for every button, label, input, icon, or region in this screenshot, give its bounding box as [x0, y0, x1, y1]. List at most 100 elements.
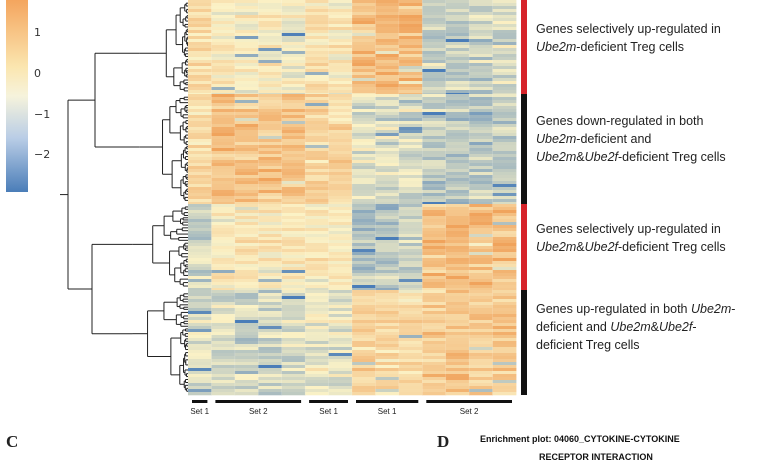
heatmap-cell	[188, 302, 212, 306]
heatmap-cell	[375, 15, 400, 19]
heatmap-cell	[375, 311, 400, 315]
heatmap-cell	[469, 0, 493, 4]
heatmap-cell	[188, 199, 212, 203]
heatmap-cell	[375, 210, 400, 214]
heatmap-cell	[281, 350, 306, 354]
heatmap-cell	[422, 42, 447, 46]
heatmap-cell	[211, 184, 236, 188]
heatmap-cell	[211, 190, 236, 194]
heatmap-cell	[492, 133, 517, 137]
heatmap-cell	[375, 190, 400, 194]
heatmap-cell	[398, 51, 423, 55]
heatmap-cell	[258, 84, 283, 88]
heatmap-cell	[188, 362, 212, 366]
heatmap-cell	[492, 172, 517, 176]
heatmap-cell	[234, 21, 259, 25]
heatmap-cell	[492, 228, 517, 232]
heatmap-cell	[375, 199, 400, 203]
heatmap-cell	[492, 12, 517, 16]
heatmap-cell	[328, 279, 353, 283]
heatmap-cell	[375, 100, 400, 104]
heatmap-cell	[281, 270, 306, 274]
heatmap-cell	[234, 72, 259, 76]
heatmap-cell	[352, 240, 376, 244]
heatmap-cell	[281, 42, 306, 46]
heatmap-cell	[234, 90, 259, 94]
heatmap-cell	[281, 172, 306, 176]
heatmap-cell	[422, 249, 447, 253]
heatmap-cell	[352, 75, 376, 79]
heatmap-cell	[352, 33, 376, 37]
heatmap-cell	[305, 84, 329, 88]
heatmap-cell	[188, 33, 212, 37]
heatmap-cell	[398, 371, 423, 375]
heatmap-cell	[352, 202, 376, 205]
heatmap-cell	[469, 225, 493, 229]
heatmap-cell	[281, 60, 306, 64]
heatmap-cell	[328, 338, 353, 342]
heatmap-cell	[305, 15, 329, 19]
heatmap-cell	[281, 341, 306, 345]
heatmap-cell	[445, 139, 470, 143]
heatmap-cell	[305, 151, 329, 155]
heatmap-cell	[492, 252, 517, 256]
heatmap-cell	[469, 279, 493, 283]
heatmap-cell	[188, 163, 212, 167]
heatmap-cell	[234, 338, 259, 342]
heatmap-cell	[281, 199, 306, 203]
heatmap-cell	[445, 90, 470, 94]
heatmap-cell	[492, 106, 517, 110]
heatmap-cell	[305, 246, 329, 250]
heatmap-cell	[469, 204, 493, 208]
heatmap-cell	[469, 124, 493, 128]
heatmap-cell	[445, 181, 470, 185]
heatmap-cell	[445, 204, 470, 208]
heatmap-cell	[258, 299, 283, 303]
heatmap-cell	[188, 225, 212, 229]
heatmap-cell	[469, 392, 493, 396]
heatmap-cell	[352, 249, 376, 253]
heatmap-cell	[305, 33, 329, 37]
heatmap-cell	[492, 296, 517, 300]
heatmap-cell	[258, 172, 283, 176]
heatmap-cell	[234, 187, 259, 191]
label-text: Genes selectively up-regulated in	[536, 222, 721, 236]
heatmap-cell	[445, 154, 470, 158]
heatmap-cell	[328, 290, 353, 294]
heatmap-cell	[328, 57, 353, 61]
heatmap-cell	[281, 69, 306, 73]
heatmap-cell	[328, 243, 353, 247]
heatmap-cell	[234, 78, 259, 82]
heatmap-cell	[375, 365, 400, 369]
heatmap-cell	[469, 18, 493, 22]
heatmap-cell	[422, 24, 447, 28]
heatmap-cell	[281, 196, 306, 200]
heatmap-cell	[305, 94, 329, 98]
heatmap-cell	[422, 273, 447, 277]
heatmap-cell	[305, 154, 329, 158]
heatmap-cell	[234, 392, 259, 396]
heatmap-cell	[375, 87, 400, 91]
heatmap-cell	[352, 356, 376, 360]
heatmap-cell	[188, 133, 212, 137]
heatmap-cell	[234, 204, 259, 208]
heatmap-cell	[234, 196, 259, 200]
heatmap-cell	[375, 249, 400, 253]
heatmap-cell	[258, 222, 283, 226]
heatmap-cell	[211, 45, 236, 49]
heatmap-cell	[281, 121, 306, 125]
heatmap-cell	[281, 383, 306, 387]
heatmap-cell	[211, 0, 236, 4]
heatmap-cell	[398, 311, 423, 315]
heatmap-cell	[305, 240, 329, 244]
heatmap-cell	[398, 54, 423, 58]
heatmap-cell	[258, 311, 283, 315]
heatmap-cell	[305, 78, 329, 82]
heatmap-cell	[422, 15, 447, 19]
heatmap-cell	[445, 15, 470, 19]
heatmap-cell	[469, 213, 493, 217]
heatmap-cell	[469, 133, 493, 137]
heatmap-cell	[328, 392, 353, 396]
heatmap-cell	[305, 57, 329, 61]
heatmap-cell	[352, 97, 376, 101]
